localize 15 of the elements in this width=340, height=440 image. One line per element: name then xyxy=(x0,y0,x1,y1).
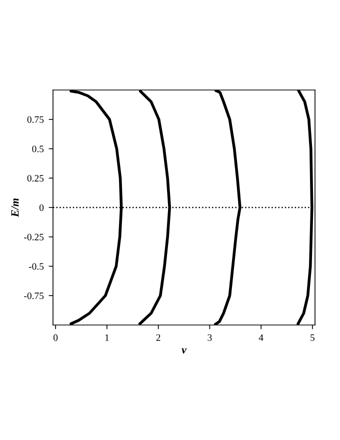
x-tick-label: 4 xyxy=(258,334,264,341)
x-tick-label: 3 xyxy=(208,334,212,341)
y-tick-label: 0.75 xyxy=(27,116,44,123)
x-tick-label: 5 xyxy=(310,334,314,341)
x-tick-label: 0 xyxy=(54,334,58,341)
y-tick-label: 0.25 xyxy=(27,175,44,182)
y-tick-label: 0 xyxy=(39,204,44,211)
y-axis-title: E/m xyxy=(11,198,19,218)
x-tick-label: 2 xyxy=(156,334,160,341)
y-tick-label: -0.25 xyxy=(24,234,44,240)
y-tick-label: 0.5 xyxy=(32,146,44,152)
y-tick-label: -0.75 xyxy=(24,292,44,300)
y-tick-label: -0.5 xyxy=(28,263,44,270)
x-axis-title: v xyxy=(182,348,187,354)
x-tick-label: 1 xyxy=(105,334,109,341)
